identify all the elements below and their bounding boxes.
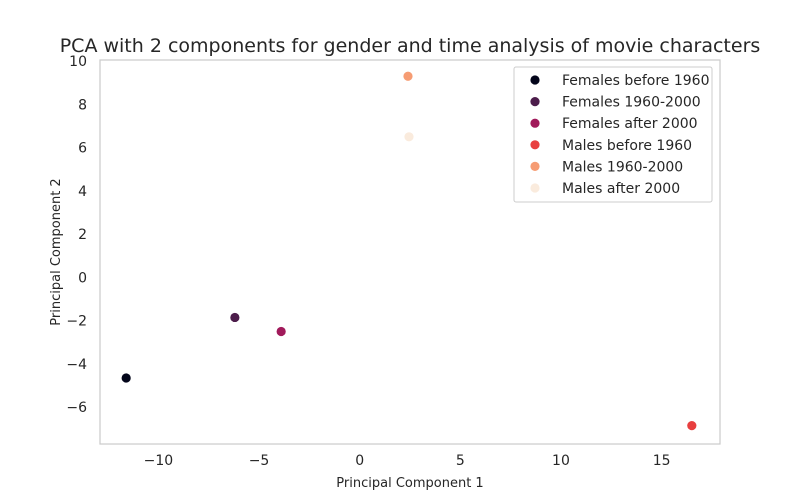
data-point	[403, 71, 413, 81]
y-tick-label: 10	[69, 54, 87, 70]
y-tick-label: −4	[66, 357, 87, 373]
y-tick-label: −6	[66, 400, 87, 416]
legend-label: Females 1960-2000	[562, 95, 701, 111]
legend-label: Females after 2000	[562, 116, 698, 132]
y-axis-ticks: −6 −4 −2 0 2 4 6 8 10	[66, 54, 87, 416]
legend-marker	[530, 118, 540, 128]
data-point	[276, 326, 286, 337]
x-tick-label: 10	[552, 453, 570, 469]
legend-label: Males before 1960	[562, 138, 692, 154]
x-tick-label: −10	[144, 453, 174, 469]
legend-marker	[530, 97, 540, 107]
data-point	[230, 312, 240, 323]
legend-marker	[530, 75, 540, 85]
data-points	[121, 71, 697, 431]
x-tick-label: 0	[355, 453, 364, 469]
y-axis-label: Principal Component 2	[49, 178, 64, 325]
legend: Females before 1960 Females 1960-2000 Fema…	[513, 66, 713, 203]
x-tick-label: −5	[249, 453, 270, 469]
y-tick-label: 8	[78, 97, 87, 113]
data-point	[404, 132, 414, 142]
x-tick-label: 15	[653, 453, 671, 469]
y-tick-label: 4	[78, 184, 87, 200]
legend-label: Females before 1960	[562, 73, 710, 89]
legend-frame	[513, 66, 713, 203]
legend-marker	[530, 183, 540, 193]
data-point	[121, 373, 131, 383]
data-point	[687, 421, 697, 431]
y-tick-label: −2	[66, 314, 87, 330]
legend-marker	[530, 140, 540, 150]
x-tick-label: 5	[456, 453, 465, 469]
x-axis-ticks: −10 −5 0 5 10 15	[144, 453, 671, 469]
x-axis-label: Principal Component 1	[336, 476, 483, 491]
chart-title: PCA with 2 components for gender and tim…	[60, 35, 761, 57]
y-tick-label: 0	[78, 270, 87, 286]
legend-marker	[530, 161, 540, 171]
legend-label: Males 1960-2000	[562, 159, 683, 175]
y-tick-label: 2	[78, 227, 87, 243]
y-tick-label: 6	[78, 141, 87, 157]
legend-label: Males after 2000	[562, 181, 680, 197]
